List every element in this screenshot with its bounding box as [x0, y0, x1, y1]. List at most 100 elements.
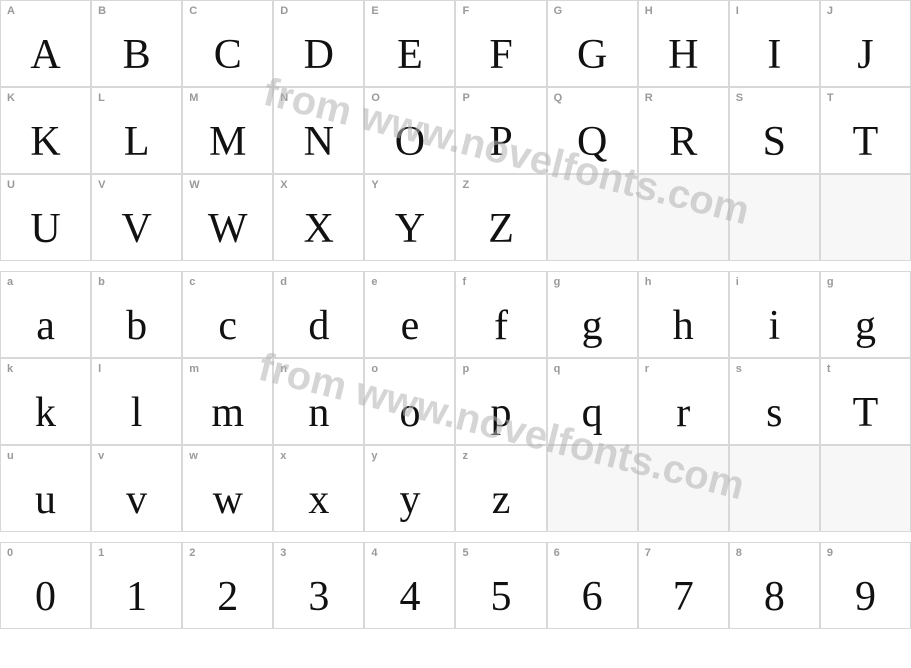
glyph-cell: VV	[91, 174, 182, 261]
cell-key-label: I	[736, 5, 739, 17]
cell-glyph: G	[548, 34, 637, 76]
cell-glyph: V	[92, 208, 181, 250]
cell-key-label: u	[7, 450, 14, 462]
glyph-cell: dd	[273, 271, 364, 358]
glyph-cell: 11	[91, 542, 182, 629]
cell-glyph: S	[730, 121, 819, 163]
glyph-cell: KK	[0, 87, 91, 174]
glyph-cell: TT	[820, 87, 911, 174]
cell-key-label: R	[645, 92, 653, 104]
glyph-cell: hh	[638, 271, 729, 358]
cell-glyph: H	[639, 34, 728, 76]
cell-glyph: 5	[456, 576, 545, 618]
cell-key-label: F	[462, 5, 469, 17]
cell-key-label: N	[280, 92, 288, 104]
cell-glyph: P	[456, 121, 545, 163]
cell-glyph: h	[639, 305, 728, 347]
glyph-cell: XX	[273, 174, 364, 261]
cell-glyph: 0	[1, 576, 90, 618]
cell-glyph: a	[1, 305, 90, 347]
cell-glyph: 1	[92, 576, 181, 618]
cell-glyph: g	[821, 305, 910, 347]
cell-key-label: f	[462, 276, 466, 288]
cell-glyph: A	[1, 34, 90, 76]
glyph-cell: UU	[0, 174, 91, 261]
glyph-cell: PP	[455, 87, 546, 174]
cell-key-label: Z	[462, 179, 469, 191]
glyph-cell: CC	[182, 0, 273, 87]
cell-key-label: n	[280, 363, 287, 375]
cell-key-label: 8	[736, 547, 742, 559]
cell-key-label: P	[462, 92, 469, 104]
glyph-cell: vv	[91, 445, 182, 532]
glyph-cell: 99	[820, 542, 911, 629]
cell-key-label: k	[7, 363, 13, 375]
cell-key-label: l	[98, 363, 101, 375]
cell-key-label: 9	[827, 547, 833, 559]
cell-glyph: E	[365, 34, 454, 76]
cell-key-label: a	[7, 276, 13, 288]
cell-glyph: v	[92, 479, 181, 521]
glyph-cell: yy	[364, 445, 455, 532]
digits-grid: 00112233445566778899	[0, 542, 911, 629]
glyph-cell	[547, 445, 638, 532]
cell-key-label: h	[645, 276, 652, 288]
cell-key-label: G	[554, 5, 563, 17]
cell-glyph: w	[183, 479, 272, 521]
cell-key-label: q	[554, 363, 561, 375]
cell-glyph: f	[456, 305, 545, 347]
glyph-cell: BB	[91, 0, 182, 87]
section-gap	[0, 532, 911, 542]
glyph-cell: YY	[364, 174, 455, 261]
cell-glyph: i	[730, 305, 819, 347]
cell-glyph: M	[183, 121, 272, 163]
glyph-cell: GG	[547, 0, 638, 87]
glyph-cell	[820, 174, 911, 261]
cell-glyph: k	[1, 392, 90, 434]
cell-glyph: T	[821, 392, 910, 434]
glyph-cell: HH	[638, 0, 729, 87]
cell-key-label: e	[371, 276, 377, 288]
cell-key-label: p	[462, 363, 469, 375]
glyph-cell: xx	[273, 445, 364, 532]
glyph-cell: OO	[364, 87, 455, 174]
glyph-cell: rr	[638, 358, 729, 445]
cell-glyph: W	[183, 208, 272, 250]
cell-glyph: n	[274, 392, 363, 434]
glyph-cell: AA	[0, 0, 91, 87]
glyph-cell: 55	[455, 542, 546, 629]
character-map-root: AABBCCDDEEFFGGHHIIJJKKLLMMNNOOPPQQRRSSTT…	[0, 0, 911, 629]
cell-key-label: A	[7, 5, 15, 17]
cell-key-label: g	[827, 276, 834, 288]
cell-glyph: g	[548, 305, 637, 347]
glyph-cell: NN	[273, 87, 364, 174]
cell-glyph: 3	[274, 576, 363, 618]
glyph-cell: MM	[182, 87, 273, 174]
cell-key-label: i	[736, 276, 739, 288]
cell-glyph: X	[274, 208, 363, 250]
cell-key-label: 2	[189, 547, 195, 559]
cell-key-label: H	[645, 5, 653, 17]
cell-key-label: y	[371, 450, 377, 462]
glyph-cell: uu	[0, 445, 91, 532]
glyph-cell	[638, 445, 729, 532]
glyph-cell: 22	[182, 542, 273, 629]
glyph-cell: JJ	[820, 0, 911, 87]
glyph-cell: RR	[638, 87, 729, 174]
cell-key-label: O	[371, 92, 380, 104]
cell-glyph: B	[92, 34, 181, 76]
cell-glyph: 8	[730, 576, 819, 618]
cell-key-label: o	[371, 363, 378, 375]
glyph-cell: 00	[0, 542, 91, 629]
cell-key-label: v	[98, 450, 104, 462]
cell-glyph: O	[365, 121, 454, 163]
cell-glyph: p	[456, 392, 545, 434]
cell-glyph: Q	[548, 121, 637, 163]
cell-glyph: F	[456, 34, 545, 76]
glyph-cell: 44	[364, 542, 455, 629]
cell-glyph: r	[639, 392, 728, 434]
glyph-cell: ff	[455, 271, 546, 358]
cell-glyph: R	[639, 121, 728, 163]
cell-glyph: z	[456, 479, 545, 521]
cell-glyph: N	[274, 121, 363, 163]
